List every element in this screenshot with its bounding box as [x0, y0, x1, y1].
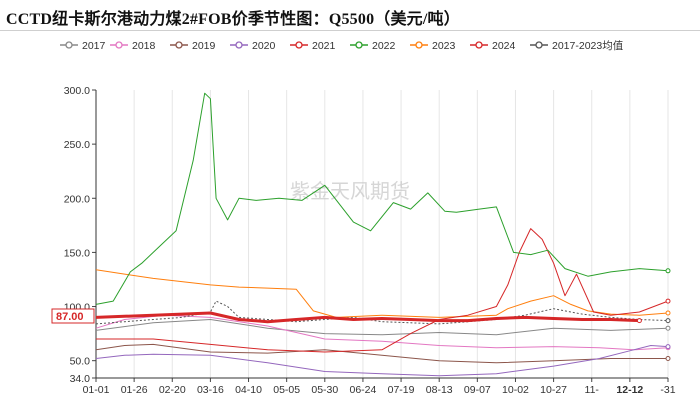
title-divider: [0, 30, 700, 31]
series-end-point: [665, 310, 671, 316]
grid-lines: [95, 90, 669, 378]
x-tick-label: 12-12: [616, 384, 643, 396]
y-tick-label: 50.0: [70, 356, 91, 368]
series-line-6: [95, 92, 669, 305]
series-line-8: [95, 311, 640, 324]
legend-label: 2021: [312, 40, 336, 52]
x-tick-label: 08-13: [426, 384, 453, 396]
legend-item-6[interactable]: 2022: [350, 40, 396, 52]
x-tick-label: 02-20: [159, 384, 186, 396]
y-tick-label: 300.0: [64, 85, 90, 97]
x-tick-label: 05-05: [273, 384, 300, 396]
series-line-7: [95, 269, 669, 318]
legend-label: 2017: [82, 40, 106, 52]
legend-marker: [355, 41, 363, 49]
legend-marker: [475, 41, 483, 49]
axes: 01-01 01-26 02-20 03-16 04-10 05-05 05-30 06-24…: [64, 85, 676, 396]
x-tick-label: 09-07: [464, 384, 491, 396]
watermark: 紫金天风期货: [290, 180, 410, 203]
x-tick-label: 11-: [585, 384, 600, 396]
y-tick-label: 150.0: [64, 247, 90, 259]
series-end-point: [665, 268, 671, 274]
x-tick-label: -31: [660, 384, 675, 396]
current-value-label: 87.00: [56, 311, 84, 323]
series-line-5: [96, 228, 669, 353]
chart-title: CCTD纽卡斯尔港动力煤2#FOB价季节性图：Q5500（美元/吨）: [6, 11, 460, 28]
legend-marker: [175, 41, 183, 49]
series-line-1: [95, 319, 669, 336]
x-tick-label: 07-19: [388, 384, 415, 396]
series-line-4: [95, 345, 669, 377]
legend-marker: [535, 41, 543, 49]
legend-marker: [415, 41, 423, 49]
legend-marker: [115, 41, 123, 49]
legend-marker: [295, 41, 303, 49]
x-tick-label: 01-01: [83, 384, 110, 396]
legend-item-9[interactable]: 2017-2023均值: [530, 39, 624, 52]
legend-label: 2023: [432, 40, 456, 52]
series-end-point: [665, 318, 671, 324]
y-tick-label: 200.0: [64, 193, 90, 205]
series-end-point: [636, 318, 642, 324]
legend-label: 2017-2023均值: [552, 39, 624, 52]
legend-marker: [235, 41, 243, 49]
y-tick-label: 250.0: [64, 139, 90, 151]
legend-item-3[interactable]: 2019: [170, 40, 216, 52]
legend-item-8[interactable]: 2024: [470, 40, 516, 52]
legend-marker: [65, 41, 73, 49]
legend-item-5[interactable]: 2021: [290, 40, 336, 52]
legend[interactable]: 2017 2018 2019 2020 2021 2022 2023 2024 2017-202…: [60, 39, 624, 52]
x-tick-label: 10-02: [502, 384, 529, 396]
legend-label: 2020: [252, 40, 276, 52]
series-end-point: [665, 298, 671, 304]
y-tick-label: 34.0: [70, 373, 91, 385]
legend-item-2[interactable]: 2018: [110, 40, 156, 52]
series-line-3: [95, 343, 668, 364]
x-tick-label: 10-27: [540, 384, 567, 396]
x-tick-label: 05-30: [311, 384, 338, 396]
legend-item-1[interactable]: 2017: [60, 40, 106, 52]
legend-label: 2024: [492, 40, 516, 52]
current-value-badge: 87.00: [51, 308, 95, 324]
legend-item-4[interactable]: 2020: [230, 40, 276, 52]
x-tick-label: 03-16: [197, 384, 224, 396]
legend-label: 2018: [132, 40, 156, 52]
series-end-point: [665, 325, 671, 331]
series-end-point: [665, 356, 671, 362]
legend-label: 2019: [192, 40, 216, 52]
series-layer: [95, 92, 671, 377]
legend-item-7[interactable]: 2023: [410, 40, 456, 52]
x-tick-label: 04-10: [235, 384, 262, 396]
current-value-box: [51, 308, 95, 324]
x-tick-label: 01-26: [121, 384, 148, 396]
x-tick-label: 06-24: [350, 384, 377, 396]
legend-label: 2022: [372, 40, 396, 52]
series-end-point: [665, 344, 671, 350]
